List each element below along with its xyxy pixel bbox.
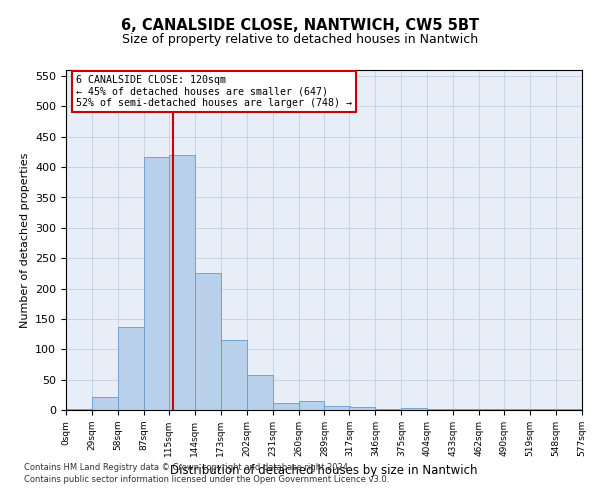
Bar xyxy=(453,409,479,410)
Bar xyxy=(221,340,247,410)
Bar xyxy=(299,401,325,410)
Bar xyxy=(118,327,144,410)
Bar xyxy=(349,407,376,410)
Bar xyxy=(376,409,401,410)
Bar xyxy=(401,408,427,410)
Bar xyxy=(169,155,195,410)
Y-axis label: Number of detached properties: Number of detached properties xyxy=(20,152,29,328)
Bar xyxy=(195,274,221,410)
Bar xyxy=(66,409,92,410)
Text: 6, CANALSIDE CLOSE, NANTWICH, CW5 5BT: 6, CANALSIDE CLOSE, NANTWICH, CW5 5BT xyxy=(121,18,479,32)
Text: Contains HM Land Registry data © Crown copyright and database right 2024.: Contains HM Land Registry data © Crown c… xyxy=(24,464,350,472)
Bar xyxy=(272,402,299,410)
Text: Contains public sector information licensed under the Open Government Licence v3: Contains public sector information licen… xyxy=(24,475,389,484)
Bar xyxy=(144,157,170,410)
Text: 6 CANALSIDE CLOSE: 120sqm
← 45% of detached houses are smaller (647)
52% of semi: 6 CANALSIDE CLOSE: 120sqm ← 45% of detac… xyxy=(76,75,352,108)
X-axis label: Distribution of detached houses by size in Nantwich: Distribution of detached houses by size … xyxy=(170,464,478,477)
Bar xyxy=(325,406,350,410)
Text: Size of property relative to detached houses in Nantwich: Size of property relative to detached ho… xyxy=(122,32,478,46)
Bar xyxy=(247,375,272,410)
Bar xyxy=(92,396,118,410)
